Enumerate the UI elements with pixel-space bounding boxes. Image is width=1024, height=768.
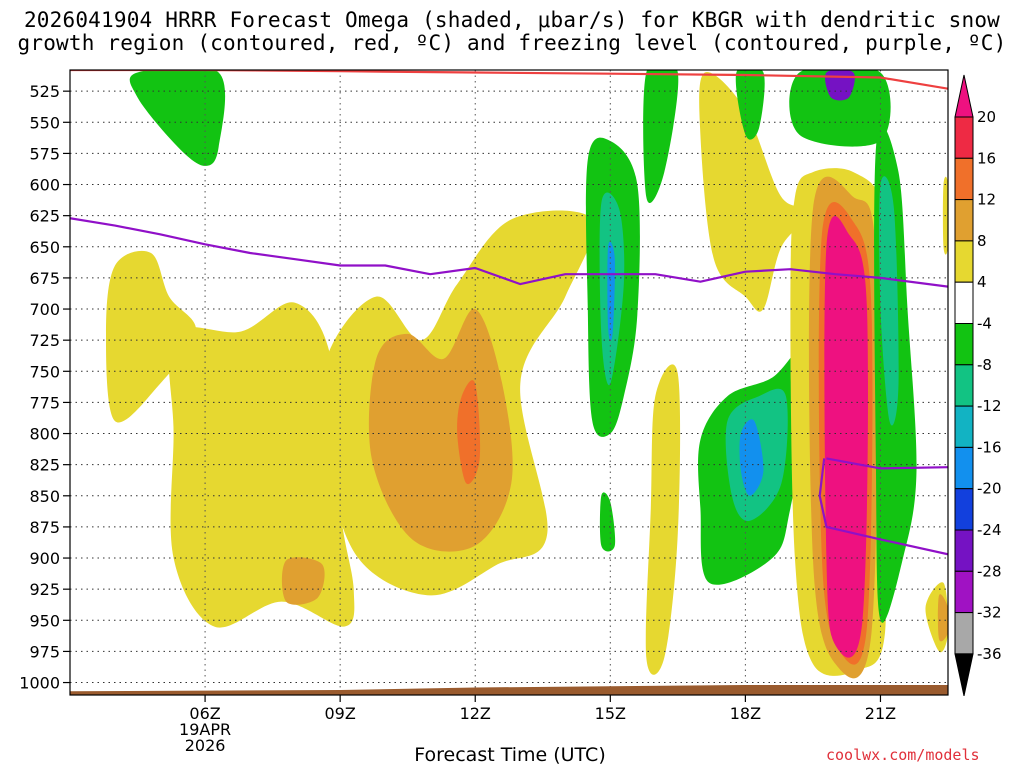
colorbar-swatch-10: [954, 529, 974, 572]
omega-region-green-upper-right: [735, 70, 765, 140]
omega-region-darkorange-center: [457, 380, 481, 485]
freezing-level-line: [70, 217, 948, 288]
y-tick-label-875: 875: [29, 518, 60, 537]
colorbar-label-8: 8: [977, 232, 987, 250]
omega-region-blue-18z: [739, 419, 764, 496]
colorbar-swatch-0: [954, 116, 974, 159]
freezing-level-low-upper-line: [826, 457, 948, 470]
y-tick-label-600: 600: [29, 176, 60, 195]
colorbar-label--16: -16: [977, 438, 1002, 456]
colorbar-swatch-1: [954, 157, 974, 201]
omega-region-yellow-mid-right: [645, 364, 681, 675]
colorbar-swatch-12: [954, 612, 974, 655]
colorbar-swatch-5: [954, 323, 974, 366]
y-tick-label-575: 575: [29, 144, 60, 163]
omega-region-orange-center: [368, 308, 513, 552]
colorbar-swatch-11: [954, 570, 974, 614]
colorbar-label--20: -20: [977, 480, 1002, 498]
colorbar-label--4: -4: [977, 315, 992, 333]
y-tick-label-525: 525: [29, 82, 60, 101]
colorbar-label-12: 12: [977, 191, 996, 209]
ground-layer: [70, 685, 948, 695]
colorbar-label--36: -36: [977, 645, 1002, 663]
colorbar-bottom-arrow: [954, 653, 974, 697]
x-tick-label-09Z: 09Z: [324, 704, 355, 723]
colorbar-label--8: -8: [977, 356, 992, 374]
omega-shading-layer: [106, 70, 948, 679]
x-tick-label-21Z: 21Z: [865, 704, 896, 723]
date-label-line1: 19APR: [179, 720, 231, 739]
x-axis-label: Forecast Time (UTC): [414, 744, 606, 766]
y-tick-label-900: 900: [29, 549, 60, 568]
colorbar-swatch-2: [954, 199, 974, 242]
colorbar-label--28: -28: [977, 562, 1002, 580]
y-tick-label-625: 625: [29, 207, 60, 226]
omega-region-orange-corner: [937, 594, 948, 642]
y-tick-label-725: 725: [29, 331, 60, 350]
x-tick-label-18Z: 18Z: [730, 704, 761, 723]
date-label-line2: 2026: [185, 736, 226, 755]
x-tick-label-06Z: 06Z: [189, 704, 220, 723]
colorbar-label--12: -12: [977, 397, 1002, 415]
y-tick-label-800: 800: [29, 425, 60, 444]
colorbar-swatch-9: [954, 488, 974, 531]
y-tick-label-650: 650: [29, 238, 60, 257]
y-tick-label-825: 825: [29, 456, 60, 475]
omega-region-yellow-left: [106, 250, 197, 423]
colorbar-label--32: -32: [977, 604, 1002, 622]
y-tick-label-1000: 1000: [19, 674, 60, 693]
y-tick-label-775: 775: [29, 393, 60, 412]
omega-region-green-16z: [643, 70, 679, 204]
colorbar-label--24: -24: [977, 521, 1002, 539]
colorbar-swatch-8: [954, 446, 974, 490]
y-tick-label-750: 750: [29, 362, 60, 381]
colorbar-label-16: 16: [977, 149, 996, 167]
y-tick-label-925: 925: [29, 580, 60, 599]
freezing-level-low-line: [818, 458, 948, 556]
source-credit: coolwx.com/models: [826, 746, 980, 764]
omega-region-green-20z-top: [789, 70, 891, 147]
colorbar-swatch-3: [954, 240, 974, 283]
omega-region-magenta-20z: [824, 215, 868, 658]
x-tick-label-12Z: 12Z: [460, 704, 491, 723]
omega-region-green-upper-early: [129, 70, 226, 166]
colorbar-swatch-7: [954, 405, 974, 448]
y-tick-label-850: 850: [29, 487, 60, 506]
omega-region-yellow-middle: [168, 302, 355, 628]
ground-surface: [70, 685, 948, 695]
chart-title-line1: 2026041904 HRRR Forecast Omega (shaded, …: [23, 8, 1001, 32]
omega-region-orange-small: [281, 557, 325, 605]
y-tick-label-700: 700: [29, 300, 60, 319]
colorbar-top-arrow: [954, 74, 974, 118]
plot-frame: [69, 69, 949, 696]
x-tick-label-15Z: 15Z: [595, 704, 626, 723]
y-tick-label-950: 950: [29, 611, 60, 630]
omega-region-teal-21z: [879, 176, 899, 426]
colorbar-label-20: 20: [977, 108, 996, 126]
colorbar: 20 16 12 8 4 -4 -8 -12 -16 -20 -24 -28 -32 -36: [954, 74, 1002, 697]
y-tick-label-550: 550: [29, 113, 60, 132]
omega-region-green-small-15z: [599, 492, 616, 552]
omega-region-blue-15z: [607, 241, 615, 341]
y-tick-label-675: 675: [29, 269, 60, 288]
chart-title-line2: growth region (contoured, red, ºC) and f…: [17, 31, 1007, 55]
colorbar-label-4: 4: [977, 273, 987, 291]
y-tick-label-975: 975: [29, 642, 60, 661]
grid-layer: [70, 70, 948, 695]
omega-region-yellow-upper-right: [699, 71, 813, 312]
colorbar-swatch-4: [954, 281, 974, 325]
colorbar-swatch-6: [954, 364, 974, 407]
y-axis-ticks: 525 550 575 600 625 650 675 700 725 750 775 800 825 8…: [19, 82, 70, 693]
